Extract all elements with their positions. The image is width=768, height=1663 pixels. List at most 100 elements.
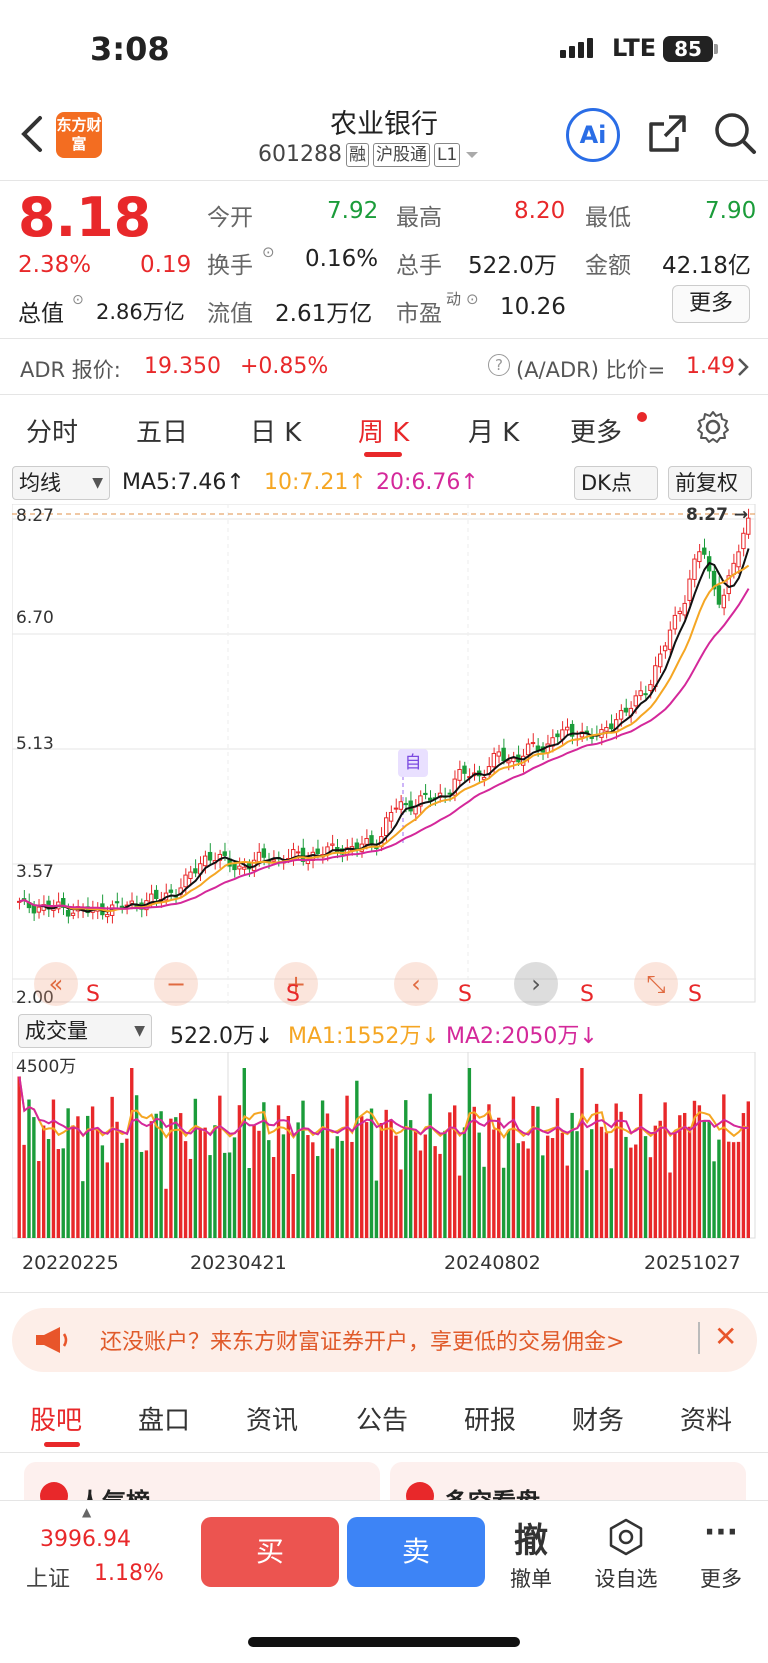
zoom-out-icon[interactable]: − bbox=[154, 962, 198, 1006]
volume-bar bbox=[697, 1105, 702, 1238]
add-watchlist-label[interactable]: 设自选 bbox=[594, 1567, 658, 1591]
candle-body bbox=[105, 913, 110, 918]
tab-forum[interactable]: 股吧 bbox=[30, 1406, 83, 1436]
promo-banner[interactable]: 还没账户？来东方财富证券开户，享更低的交易佣金> ✕ bbox=[12, 1308, 757, 1372]
sell-button[interactable]: 卖 bbox=[347, 1517, 485, 1587]
tab-intraday[interactable]: 分时 bbox=[26, 418, 79, 448]
candle-body bbox=[672, 614, 678, 630]
volume-bar bbox=[120, 1142, 124, 1238]
total-value-label: 总值 bbox=[18, 301, 64, 327]
volume-bar bbox=[717, 1139, 721, 1238]
tab-research[interactable]: 研报 bbox=[464, 1406, 517, 1436]
more-button[interactable]: 更多 bbox=[672, 285, 750, 323]
candle-body bbox=[569, 723, 575, 737]
info-icon[interactable]: ⊙ bbox=[466, 290, 479, 308]
info-icon[interactable]: ⊙ bbox=[72, 292, 84, 308]
volume-bar bbox=[46, 1139, 51, 1238]
chevron-right-icon[interactable] bbox=[736, 356, 750, 382]
candlestick-chart[interactable] bbox=[12, 504, 756, 1004]
volume-bar bbox=[638, 1093, 643, 1238]
tab-weekly-k[interactable]: 周 K bbox=[358, 418, 410, 448]
help-icon[interactable]: ? bbox=[488, 354, 510, 376]
candle-body bbox=[447, 792, 453, 795]
caret-down-icon[interactable] bbox=[464, 149, 480, 161]
index-change[interactable]: 1.18% bbox=[94, 1561, 164, 1586]
volume-bar bbox=[95, 1127, 100, 1238]
volume-bar bbox=[174, 1117, 178, 1238]
candle-body bbox=[271, 859, 276, 862]
self-select-marker[interactable]: 自 bbox=[398, 749, 428, 777]
more-dots-icon[interactable]: ··· bbox=[703, 1515, 739, 1550]
scroll-left-fast-icon[interactable]: « bbox=[34, 962, 78, 1006]
candle-body bbox=[716, 585, 722, 605]
volume-bar bbox=[482, 1166, 486, 1238]
candle-body bbox=[555, 733, 560, 738]
cancel-order-label[interactable]: 撤单 bbox=[510, 1567, 552, 1591]
candle-body bbox=[604, 727, 609, 732]
promo-text[interactable]: 还没账户？来东方财富证券开户，享更低的交易佣金> bbox=[100, 1330, 625, 1355]
long-short-card[interactable]: 多空看盘 bbox=[390, 1462, 746, 1502]
close-icon[interactable]: ✕ bbox=[714, 1320, 738, 1353]
ma-dropdown[interactable]: 均线 ▼ bbox=[12, 466, 110, 500]
index-name[interactable]: 上证 bbox=[26, 1567, 71, 1592]
info-icon[interactable]: ⊙ bbox=[262, 243, 275, 261]
candle-body bbox=[295, 851, 301, 854]
more-label[interactable]: 更多 bbox=[700, 1567, 742, 1591]
ma10-label: 10:7.21↑ bbox=[264, 470, 367, 495]
share-icon[interactable] bbox=[645, 112, 689, 160]
tab-more[interactable]: 更多 bbox=[570, 418, 623, 448]
dk-point-button[interactable]: DK点 bbox=[574, 466, 658, 500]
tab-profile[interactable]: 资料 bbox=[680, 1406, 733, 1436]
tab-daily-k[interactable]: 日 K bbox=[250, 418, 302, 448]
volume-bar bbox=[271, 1157, 276, 1238]
tab-news[interactable]: 资讯 bbox=[246, 1406, 299, 1436]
megaphone-icon bbox=[32, 1324, 70, 1360]
volume-bar bbox=[188, 1158, 193, 1238]
adjust-button[interactable]: 前复权 bbox=[668, 466, 752, 500]
tab-five-day[interactable]: 五日 bbox=[136, 418, 189, 448]
volume-chart[interactable] bbox=[12, 1052, 756, 1240]
add-watchlist-icon[interactable] bbox=[606, 1517, 646, 1561]
volume-bar bbox=[472, 1106, 476, 1238]
scroll-left-icon[interactable]: ‹ bbox=[394, 962, 438, 1006]
notification-dot bbox=[637, 412, 647, 422]
tab-orderbook[interactable]: 盘口 bbox=[138, 1406, 191, 1436]
volume-bar bbox=[61, 1148, 65, 1238]
zoom-in-icon[interactable]: + bbox=[274, 962, 318, 1006]
volume-bar bbox=[413, 1131, 418, 1238]
volume-bar bbox=[115, 1121, 119, 1238]
buy-button[interactable]: 买 bbox=[201, 1517, 339, 1587]
tab-finance[interactable]: 财务 bbox=[572, 1406, 625, 1436]
candle-body bbox=[530, 742, 536, 745]
back-icon[interactable] bbox=[18, 114, 46, 158]
high-marker-label: 8.27 → bbox=[686, 505, 749, 525]
scroll-right-icon[interactable]: › bbox=[514, 962, 558, 1006]
candle-body bbox=[692, 558, 697, 580]
fullscreen-icon[interactable]: ⤡ bbox=[634, 962, 678, 1006]
volume-bar bbox=[399, 1169, 403, 1238]
volume-bar bbox=[355, 1080, 359, 1238]
popularity-card[interactable]: 人气榜 bbox=[24, 1462, 380, 1502]
volume-bar bbox=[575, 1131, 579, 1238]
adr-ratio-label: (A/ADR) 比价= bbox=[516, 358, 666, 382]
volume-bar bbox=[105, 1162, 109, 1238]
volume-bar bbox=[276, 1105, 281, 1238]
volume-dropdown[interactable]: 成交量 ▼ bbox=[18, 1014, 152, 1048]
cancel-order-icon[interactable]: 撤 bbox=[514, 1521, 548, 1561]
volume-bar bbox=[247, 1168, 251, 1238]
candle-body bbox=[183, 874, 188, 888]
network-label: LTE bbox=[612, 34, 657, 62]
candle-body bbox=[623, 707, 629, 713]
tab-monthly-k[interactable]: 月 K bbox=[468, 418, 520, 448]
volume-bar bbox=[404, 1100, 408, 1238]
index-value[interactable]: 3996.94 bbox=[40, 1527, 131, 1552]
ai-button[interactable]: Ai bbox=[566, 108, 620, 162]
volume-bar bbox=[41, 1125, 46, 1238]
volume-bar bbox=[550, 1138, 555, 1238]
volume-bar bbox=[379, 1122, 383, 1238]
settings-gear-icon[interactable] bbox=[696, 410, 730, 448]
candle-body bbox=[633, 695, 638, 707]
candle-body bbox=[662, 645, 668, 652]
tab-announcements[interactable]: 公告 bbox=[356, 1406, 409, 1436]
search-icon[interactable] bbox=[712, 110, 758, 160]
